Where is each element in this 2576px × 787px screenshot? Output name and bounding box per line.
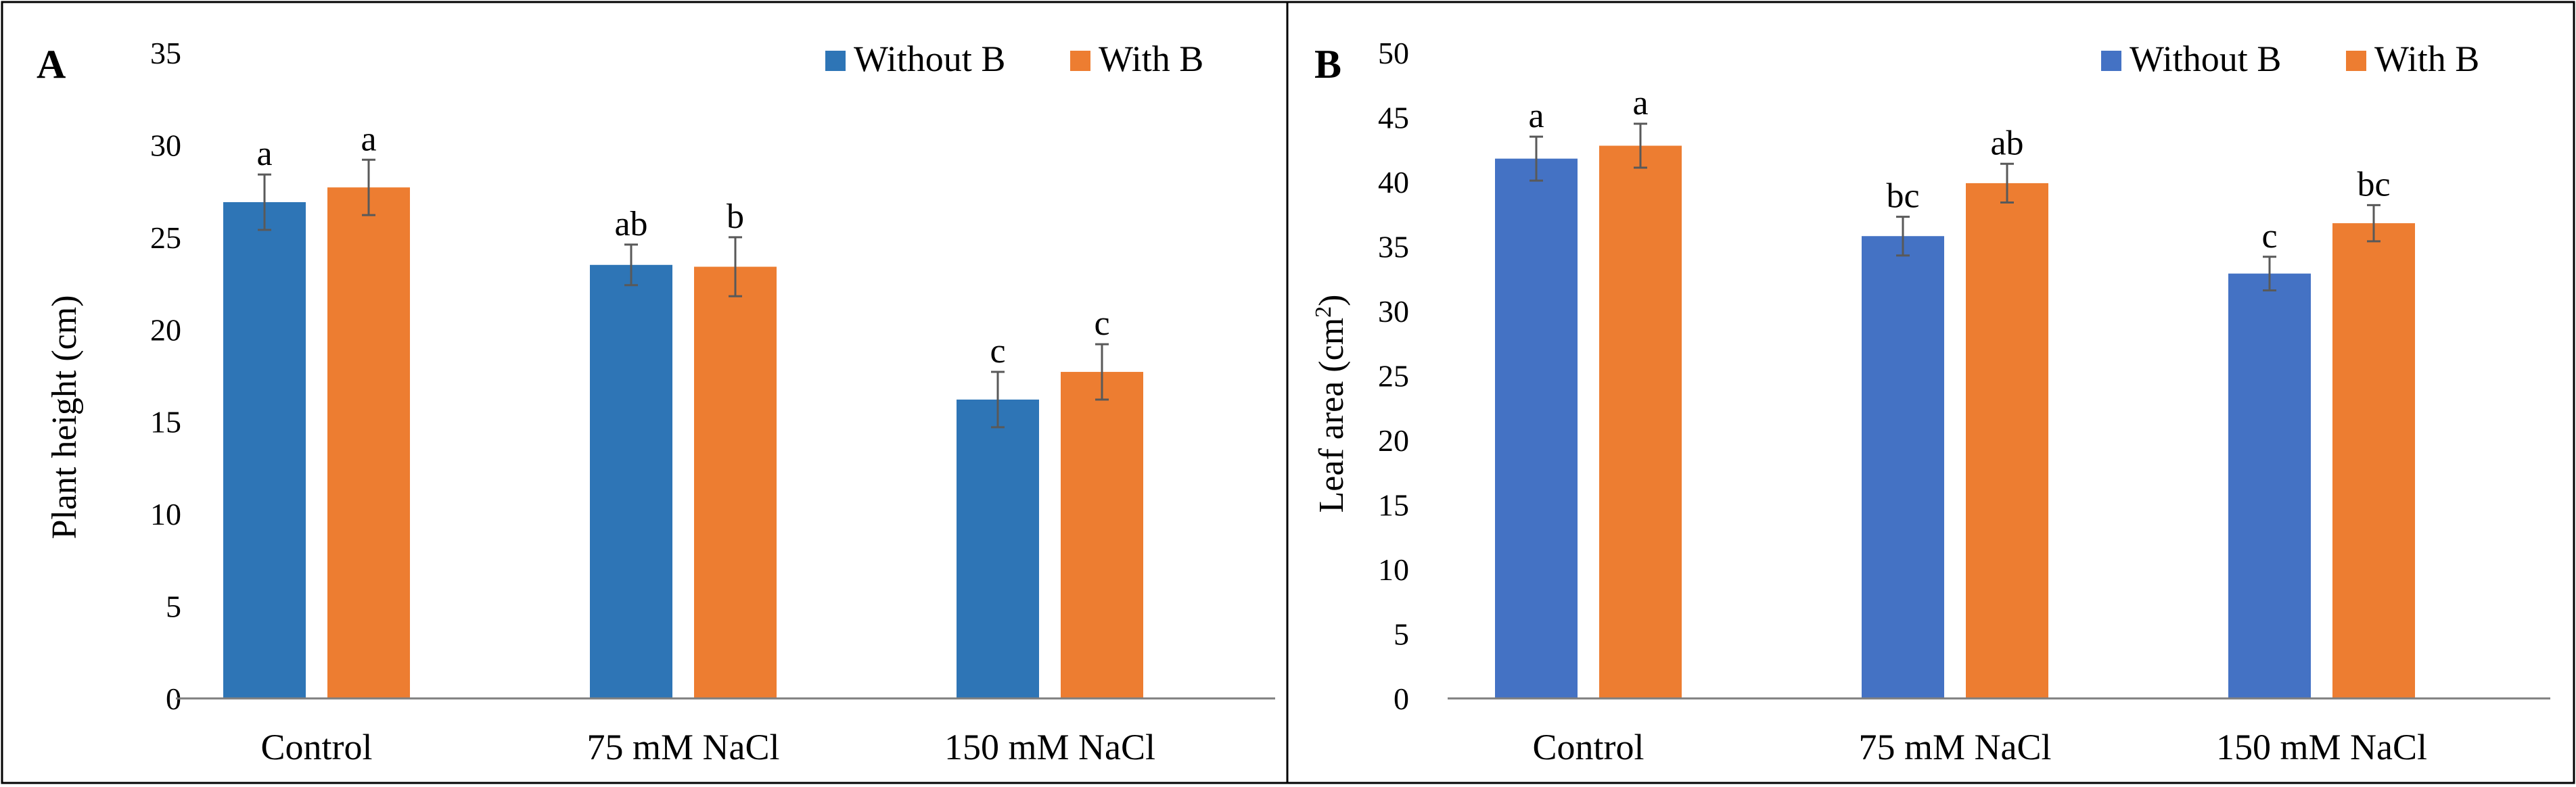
panel-b-y-tick-label: 45 [1378, 101, 1409, 135]
panel-b-category-labels: Control 75 mM NaCl 150 mM NaCl [1532, 727, 2427, 767]
panel-a-bar [694, 266, 777, 698]
panel-b-bar [1495, 158, 1578, 698]
panel-b-legend-label-without-b: Without B [2130, 39, 2281, 79]
panel-b-significance-label: a [1632, 84, 1648, 122]
panel-b-y-tick-label: 25 [1378, 359, 1409, 394]
panel-a-bar [223, 202, 306, 698]
panel-b-legend: Without B With B [2101, 39, 2479, 79]
panel-a-legend-swatch-with-b [1070, 51, 1090, 71]
panel-b-y-ticks: 0 5 10 15 20 25 30 35 40 45 50 [1378, 36, 1409, 716]
panel-b-y-axis-title-sup: 2 [1311, 306, 1336, 318]
panel-b-legend-swatch-with-b [2346, 51, 2366, 71]
panel-b-bar [2228, 273, 2311, 698]
panel-a-category-labels: Control 75 mM NaCl 150 mM NaCl [260, 727, 1155, 767]
panel-a-significance-label: ab [614, 205, 647, 243]
panel-b-y-tick-label: 35 [1378, 230, 1409, 264]
panel-b-significance-label: c [2261, 217, 2277, 256]
panel-b-significance-label: bc [1886, 177, 1919, 216]
panel-b-y-axis-title-main: Leaf area (cm [1312, 318, 1351, 513]
panel-b-significance-label: ab [1990, 124, 2023, 162]
panel-a-y-tick-label: 35 [150, 36, 181, 70]
panel-a-bar [1061, 372, 1143, 698]
panel-b-y-tick-label: 50 [1378, 36, 1409, 70]
panel-a: A Plant height (cm) 0 5 10 15 20 25 30 35 Contr… [1, 1, 1289, 784]
panel-b-category-label: 75 mM NaCl [1858, 727, 2051, 767]
panel-b-bar [1599, 145, 1682, 698]
panel-a-significance-label: c [1094, 304, 1109, 343]
panel-a-significance-label: b [727, 197, 744, 236]
panel-b-y-tick-label: 20 [1378, 423, 1409, 458]
panel-b-border [1286, 1, 2575, 784]
panel-a-letter: A [37, 42, 66, 87]
panel-b-y-tick-label: 5 [1394, 617, 1409, 652]
panel-a-y-tick-label: 0 [166, 682, 181, 716]
panel-b-letter: B [1314, 42, 1341, 87]
panel-a-error-bars [258, 158, 1109, 429]
panel-b-bar [1966, 183, 2048, 698]
panel-b-legend-swatch-without-b [2101, 51, 2121, 71]
panel-a-bar [590, 264, 672, 698]
panel-a-y-ticks: 0 5 10 15 20 25 30 35 [150, 36, 181, 716]
panel-b-significance-label: bc [2357, 165, 2390, 204]
panel-a-category-label: Control [260, 727, 372, 767]
panel-b-bar [1862, 236, 1944, 699]
panel-a-legend-swatch-without-b [825, 51, 846, 71]
panel-a-significance-label: a [361, 120, 376, 158]
panel-b-significance-label: a [1528, 97, 1544, 135]
panel-b-y-tick-label: 40 [1378, 165, 1409, 199]
panel-a-y-tick-label: 10 [150, 497, 181, 531]
panel-b-y-tick-label: 30 [1378, 294, 1409, 329]
panel-b-significance-labels: a bc c a ab bc [1528, 84, 2390, 256]
panel-a-y-tick-label: 25 [150, 220, 181, 255]
panel-a-legend: Without B With B [825, 39, 1203, 79]
panel-b-y-tick-label: 0 [1394, 682, 1409, 716]
panel-a-y-axis-title: Plant height (cm) [45, 295, 84, 539]
panel-a-y-tick-label: 5 [166, 590, 181, 624]
panel-a-category-label: 75 mM NaCl [586, 727, 779, 767]
panel-b-error-bars [1530, 122, 2380, 291]
panel-b-y-tick-label: 15 [1378, 488, 1409, 523]
panel-b: B Leaf area (cm2) 0 5 10 15 20 25 30 35 40 45 50 C… [1286, 1, 2575, 784]
panel-a-significance-label: a [256, 135, 272, 173]
panel-a-legend-label-with-b: With B [1099, 39, 1203, 79]
panel-b-bar [2332, 223, 2415, 698]
panel-a-y-tick-label: 30 [150, 128, 181, 162]
panel-a-y-tick-label: 20 [150, 312, 181, 347]
panel-a-y-tick-label: 15 [150, 405, 181, 439]
panel-a-bars [223, 187, 1143, 699]
panel-b-legend-label-with-b: With B [2374, 39, 2479, 79]
panel-b-y-tick-label: 10 [1378, 552, 1409, 587]
panel-b-y-axis-title: Leaf area (cm2) [1311, 295, 1351, 513]
panel-a-legend-label-without-b: Without B [854, 39, 1005, 79]
panel-b-y-axis-title-end: ) [1312, 295, 1351, 306]
panel-b-category-label: 150 mM NaCl [2216, 727, 2427, 767]
panel-a-bar [327, 187, 410, 699]
panel-a-category-label: 150 mM NaCl [944, 727, 1155, 767]
panel-b-bars [1495, 145, 2415, 699]
panel-a-significance-label: c [990, 332, 1005, 371]
panel-b-category-label: Control [1532, 727, 1644, 767]
panel-a-bar [957, 399, 1039, 698]
